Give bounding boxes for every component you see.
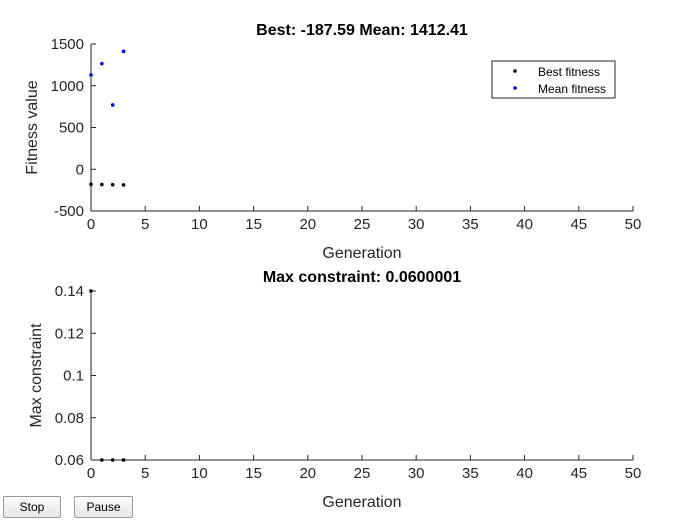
stop-button[interactable]: Stop <box>3 496 61 518</box>
chart1-series1-point <box>110 182 115 187</box>
chart1-x-tick-label: 35 <box>462 216 479 233</box>
chart2-y-tick-label: 0.14 <box>55 283 84 300</box>
pause-button[interactable]: Pause <box>74 496 133 518</box>
chart2-series1-point <box>100 458 104 462</box>
chart2-series1-point <box>121 458 126 462</box>
chart2-y-tick-label: 0.12 <box>55 325 84 342</box>
chart2-series1-point <box>89 289 93 293</box>
chart1-x-label: Generation <box>322 245 401 262</box>
legend-label-1: Best fitness <box>538 65 600 79</box>
chart1-x-tick-label: 50 <box>625 216 642 233</box>
chart2-x-tick-label: 30 <box>408 465 425 482</box>
chart2-x-tick-label: 15 <box>245 465 262 482</box>
chart2-x-tick-label: 35 <box>462 465 479 482</box>
chart1-series1-point <box>89 182 93 187</box>
legend-marker-2 <box>513 86 517 90</box>
chart1-x-tick-label: 30 <box>408 216 425 233</box>
chart1-y-tick-label: 1000 <box>51 78 84 95</box>
chart1-series2-point <box>100 61 104 66</box>
chart2-series1-point <box>110 458 115 462</box>
chart2-x-tick-label: 20 <box>299 465 316 482</box>
chart1-series1-point <box>100 182 104 187</box>
chart1-y-tick-label: 1500 <box>51 36 84 53</box>
chart1-title: Best: -187.59 Mean: 1412.41 <box>256 22 468 39</box>
chart1-x-tick-label: 45 <box>570 216 587 233</box>
chart1-x-tick-label: 5 <box>141 216 149 233</box>
chart1-x-tick-label: 40 <box>516 216 533 233</box>
chart2-x-tick-label: 5 <box>141 465 149 482</box>
chart1-series2-point <box>89 73 93 77</box>
chart2-title: Max constraint: 0.0600001 <box>263 269 461 286</box>
chart2-y-tick-label: 0.06 <box>55 452 84 469</box>
chart2-y-tick-label: 0.1 <box>63 368 84 385</box>
chart2-x-tick-label: 50 <box>625 465 642 482</box>
chart1-y-tick-label: 0 <box>76 161 84 178</box>
chart2-y-tick-label: 0.08 <box>55 410 84 427</box>
legend-box <box>491 60 616 99</box>
chart1-series2-point <box>121 49 126 54</box>
legend-label-2: Mean fitness <box>538 82 606 96</box>
chart1-x-tick-label: 20 <box>299 216 316 233</box>
chart2-x-tick-label: 25 <box>354 465 371 482</box>
chart1-x-tick-label: 0 <box>87 216 95 233</box>
chart1-x-tick-label: 15 <box>245 216 262 233</box>
chart1-series1-point <box>121 183 126 187</box>
chart2-x-tick-label: 10 <box>191 465 208 482</box>
chart1-y-tick-label: -500 <box>54 203 84 220</box>
chart1-x-tick-label: 25 <box>354 216 371 233</box>
chart1-y-tick-label: 500 <box>59 120 84 137</box>
chart1-y-label: Fitness value <box>24 80 41 174</box>
chart2-y-label: Max constraint <box>28 323 45 428</box>
chart2-x-tick-label: 0 <box>87 465 95 482</box>
chart1-series2-point <box>110 103 115 107</box>
chart2-x-tick-label: 40 <box>516 465 533 482</box>
chart2-x-tick-label: 45 <box>570 465 587 482</box>
legend-marker-1 <box>513 69 517 73</box>
chart2-x-label: Generation <box>322 494 401 511</box>
chart1-x-tick-label: 10 <box>191 216 208 233</box>
